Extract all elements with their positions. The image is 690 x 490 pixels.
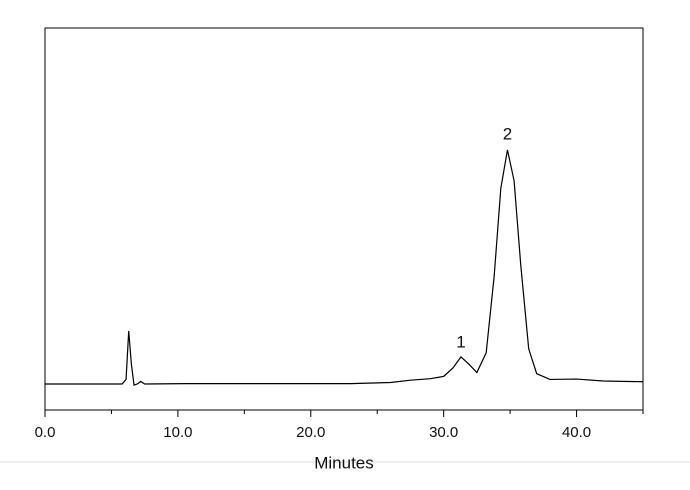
x-tick-label: 20.0 xyxy=(296,424,325,441)
x-tick-label: 40.0 xyxy=(562,424,591,441)
x-tick-label: 0.0 xyxy=(35,424,56,441)
x-tick-label: 10.0 xyxy=(163,424,192,441)
chromatogram-line xyxy=(45,149,644,387)
peak-label: 1 xyxy=(456,333,465,352)
plot-frame xyxy=(44,27,644,411)
x-axis-label: Minutes xyxy=(314,453,374,472)
peak-label: 2 xyxy=(503,124,512,143)
x-tick-label: 30.0 xyxy=(429,424,458,441)
